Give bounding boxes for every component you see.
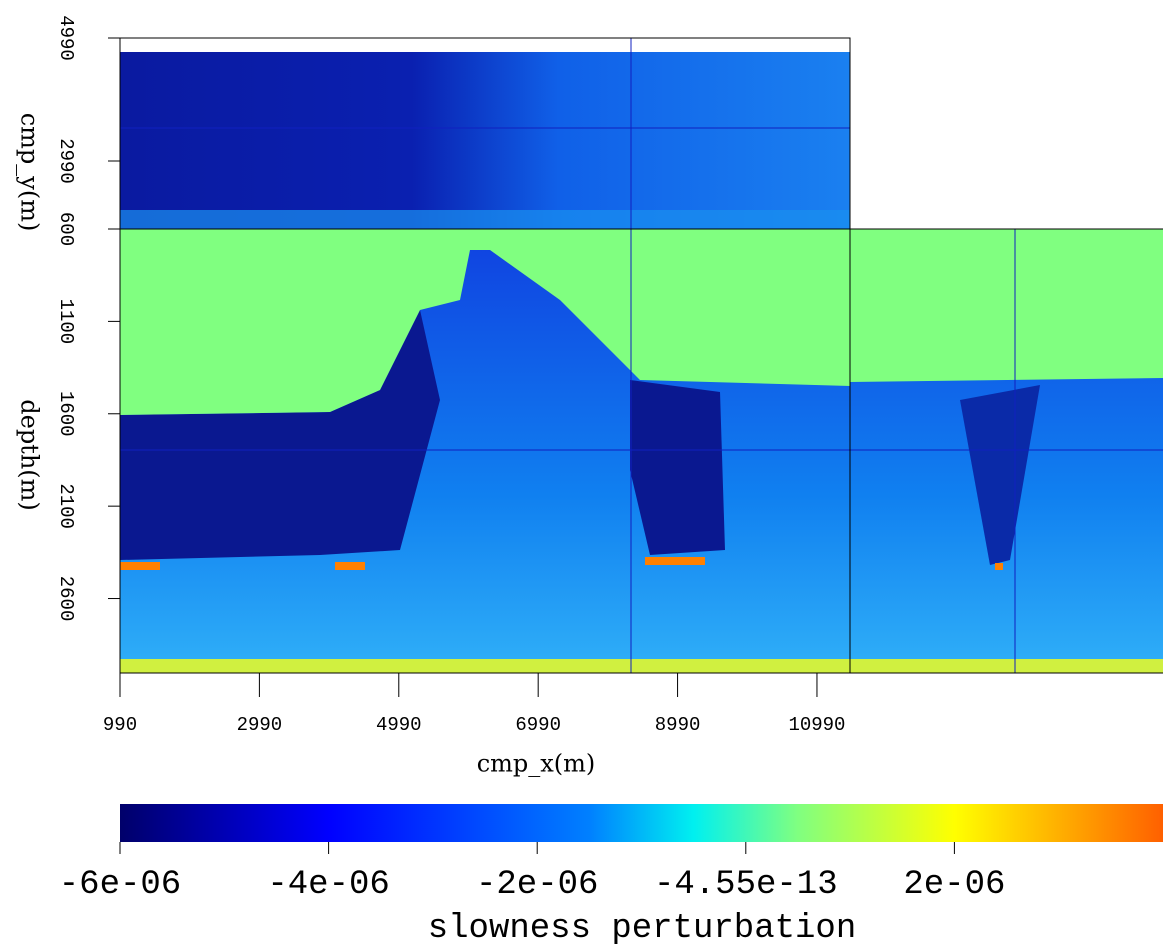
z-axis-label: depth(m) [16, 399, 44, 511]
x-tick-label: 990 [103, 714, 137, 736]
y-axis-label: cmp_y(m) [16, 113, 44, 232]
colorbar-tick-label: 2e-06 [903, 866, 1005, 904]
colorbar-tick-label: -2e-06 [476, 866, 598, 904]
z-tick-label: 2600 [55, 576, 77, 622]
colorbar-tick-label: -6e-06 [59, 866, 181, 904]
z-tick-label: 1600 [55, 391, 77, 437]
cube-image [119, 37, 1163, 674]
z-tick-label: 2100 [55, 483, 77, 529]
x-tick-label: 10990 [788, 714, 845, 736]
x-tick-label: 2990 [237, 714, 283, 736]
colorbar-label: slowness perturbation [428, 910, 856, 948]
y-tick-label: 4990 [55, 15, 77, 61]
x-tick-label: 8990 [655, 714, 701, 736]
colorbar [120, 804, 1163, 842]
x-tick-label: 4990 [376, 714, 422, 736]
z-tick-label: 1100 [55, 299, 77, 345]
x-axis-label: cmp_x(m) [477, 750, 596, 778]
colorbar-tick-label: -4e-06 [267, 866, 389, 904]
colorbar-tick-label: -4.55e-13 [654, 866, 838, 904]
z-tick-label: 600 [55, 212, 77, 246]
x-tick-label: 6990 [515, 714, 561, 736]
y-tick-label: 2990 [55, 138, 77, 184]
